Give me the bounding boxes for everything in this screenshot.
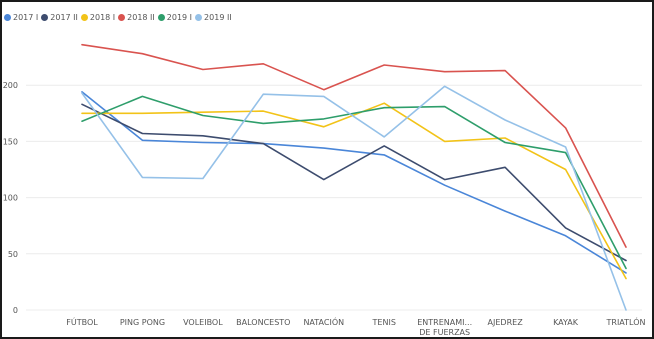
- legend-swatch: [118, 14, 126, 21]
- legend-item[interactable]: 2019 I: [157, 13, 193, 22]
- legend-label: 2017 II: [50, 13, 78, 22]
- y-tick-label: 200: [3, 81, 18, 90]
- series-line: [81, 103, 627, 262]
- series-line: [81, 85, 627, 311]
- legend-item[interactable]: 2018 I: [80, 13, 116, 22]
- x-tick-label: BALONCESTO: [236, 318, 290, 327]
- x-tick-label: FÚTBOL: [66, 316, 98, 327]
- legend-item[interactable]: 2017 II: [41, 13, 78, 22]
- y-tick-label: 150: [3, 137, 18, 146]
- legend-swatch: [4, 14, 11, 21]
- x-tick-label: KAYAK: [553, 318, 579, 327]
- x-tick-label: PING PONG: [120, 318, 165, 327]
- x-tick-label: TENIS: [372, 318, 396, 327]
- legend-label: 2018 I: [89, 13, 116, 22]
- series-line: [81, 43, 627, 248]
- y-tick-label: 0: [13, 306, 18, 315]
- x-tick-label: DE FUERZAS: [419, 328, 470, 337]
- series-line: [81, 95, 627, 270]
- x-tick-label: AJEDREZ: [488, 318, 524, 327]
- legend-swatch: [157, 14, 165, 21]
- x-tick-label: ENTRENAMI...: [417, 318, 472, 327]
- chart-legend: 2017 I 2017 II 2018 I 2018 II 2019 I 2019 II: [4, 13, 235, 22]
- legend-label: 2017 I: [13, 13, 39, 22]
- legend-label: 2019 I: [166, 13, 193, 22]
- legend-item[interactable]: 2017 I: [4, 13, 38, 22]
- y-tick-label: 50: [8, 250, 18, 259]
- legend-swatch: [195, 14, 203, 21]
- x-tick-label: VOLEIBOL: [183, 318, 223, 327]
- legend-swatch: [41, 14, 49, 21]
- x-tick-label: TRIATLÓN: [606, 316, 646, 327]
- legend-swatch: [80, 14, 88, 21]
- legend-label: 2019 II: [204, 13, 232, 22]
- series-line: [81, 91, 627, 274]
- y-tick-label: 100: [3, 194, 18, 203]
- legend-label: 2018 II: [127, 13, 155, 22]
- series-line: [81, 102, 627, 280]
- x-tick-label: NATACIÓN: [303, 316, 344, 327]
- legend-item[interactable]: 2019 II: [195, 13, 232, 22]
- legend-item[interactable]: 2018 II: [118, 13, 155, 22]
